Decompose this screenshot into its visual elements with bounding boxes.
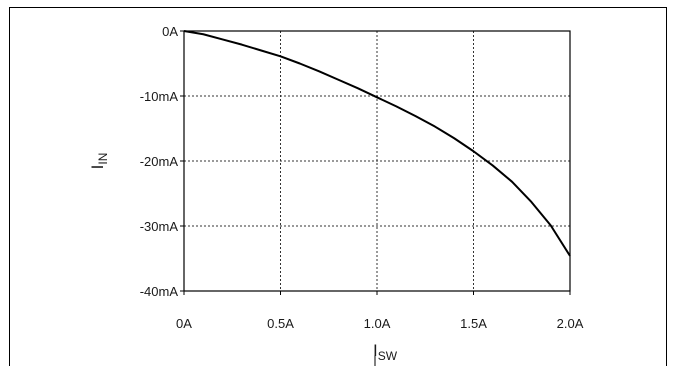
x-axis-label-main: I: [373, 341, 378, 360]
y-axis-label-sub: IN: [96, 153, 110, 165]
x-tick-label-3: 1.5A: [460, 316, 487, 331]
y-tick-label-1: -10mA: [140, 89, 179, 104]
x-tick-label-2: 1.0A: [364, 316, 391, 331]
y-tick-label-4: -40mA: [140, 284, 179, 299]
x-tick-label-4: 2.0A: [557, 316, 584, 331]
outer-border-line: [9, 7, 667, 366]
x-tick-label-0: 0A: [176, 316, 192, 331]
y-tick-label-3: -30mA: [140, 219, 179, 234]
series-line-0: [183, 30, 571, 257]
x-axis-ticks: 0A 0.5A 1.0A 1.5A 2.0A: [176, 291, 584, 331]
outer-border: [9, 7, 667, 366]
y-tick-label-2: -20mA: [140, 154, 179, 169]
y-axis-ticks: 0A -10mA -20mA -30mA -40mA: [140, 24, 184, 299]
x-tick-label-1: 0.5A: [267, 316, 294, 331]
y-axis-label: IIN: [88, 153, 110, 170]
y-axis-label-main: I: [88, 165, 107, 170]
x-axis-label: ISW: [373, 341, 398, 363]
grid: [184, 31, 570, 291]
series-layer: [183, 30, 571, 257]
y-tick-label-0: 0A: [162, 24, 178, 39]
x-axis-label-sub: SW: [378, 349, 398, 363]
